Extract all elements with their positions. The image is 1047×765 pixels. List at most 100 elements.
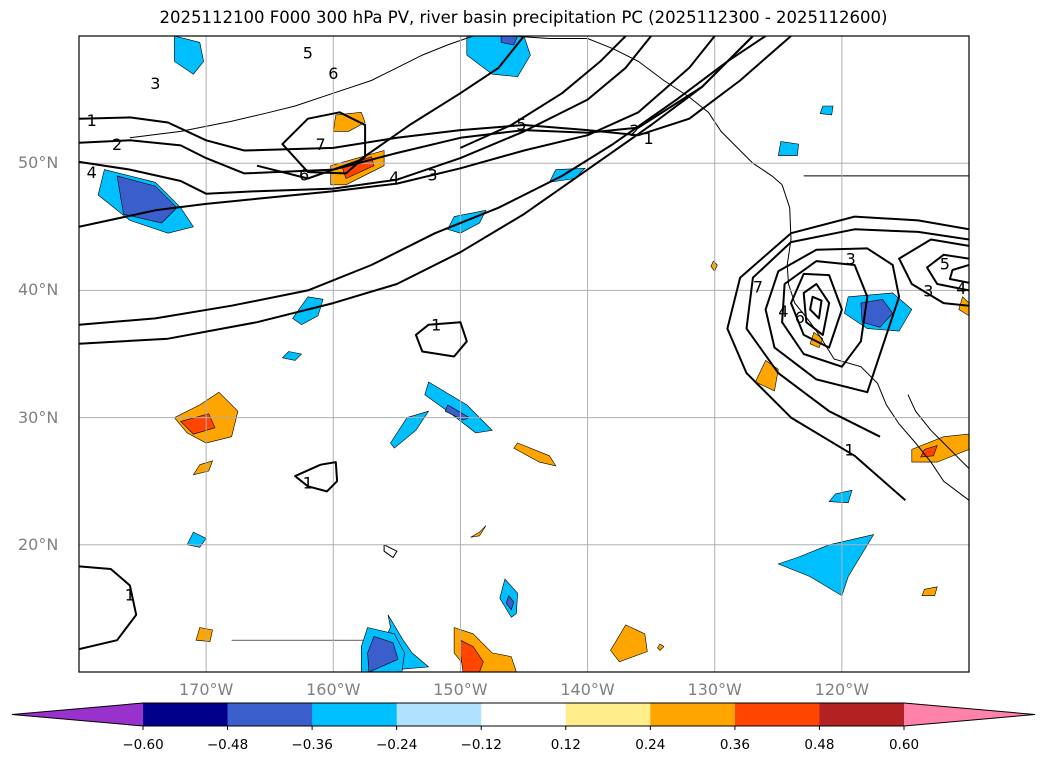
coastline-us-west-coast xyxy=(781,184,969,501)
colorbar-segment xyxy=(734,703,820,726)
precip-region xyxy=(424,381,493,434)
pv-contour-1 xyxy=(79,36,767,326)
colorbar-segment xyxy=(650,703,736,726)
precip-region xyxy=(860,298,894,328)
precip-region xyxy=(513,442,557,467)
colorbar-tick-label: 0.12 xyxy=(550,737,581,753)
lon-tick-label: 170°W xyxy=(178,680,234,699)
contour-label: 7 xyxy=(315,135,325,154)
precip-region xyxy=(819,105,834,116)
colorbar-tick-label: 0.60 xyxy=(888,737,920,753)
contour-label: 6 xyxy=(328,64,338,83)
colorbar-tick-label: −0.60 xyxy=(122,737,164,753)
contour-label: 4 xyxy=(778,302,788,321)
contour-label: 6 xyxy=(299,166,309,185)
map-frame xyxy=(78,35,970,673)
pv-contour-2 xyxy=(79,36,754,175)
lon-tick-label: 120°W xyxy=(814,680,870,699)
contour-label: 3 xyxy=(846,250,856,269)
precip-region xyxy=(195,627,213,642)
colorbar-tick-label: 0.36 xyxy=(719,737,750,753)
precip-region xyxy=(777,534,875,597)
precip-region xyxy=(466,36,531,78)
pv-contour-2 xyxy=(745,228,969,438)
contour-label: 5 xyxy=(303,44,313,63)
contour-label: 1 xyxy=(87,111,97,130)
contour-label: 7 xyxy=(753,278,763,297)
lat-tick-label: 30°N xyxy=(18,407,59,427)
coastline-gulf-of-california xyxy=(907,394,969,469)
contour-label: 4 xyxy=(956,279,966,298)
lon-tick-label: 150°W xyxy=(433,680,488,699)
pv-contour-1 xyxy=(79,565,138,651)
pv-contour-1 xyxy=(79,36,792,152)
pv-contour-4 xyxy=(926,253,969,292)
contour-label: 3 xyxy=(150,74,160,93)
precip-region xyxy=(500,36,518,46)
precip-region xyxy=(470,525,487,538)
colorbar-tick-label: 0.48 xyxy=(804,737,835,753)
precip-region xyxy=(367,636,399,672)
precip-region xyxy=(186,531,207,548)
colorbar-extend-max xyxy=(904,703,1035,726)
pv-contour-3 xyxy=(898,238,969,307)
contour-label: 1 xyxy=(125,585,135,604)
colorbar xyxy=(11,702,1036,730)
precip-region xyxy=(174,36,204,75)
precip-region xyxy=(444,404,470,421)
precip-region xyxy=(281,351,303,361)
lon-tick-label: 130°W xyxy=(687,680,742,699)
contour-label: 4 xyxy=(87,163,97,182)
pv-contour-3 xyxy=(764,247,901,394)
pv-contour-7 xyxy=(809,295,823,320)
contour-label: 1 xyxy=(644,129,654,148)
lat-tick-label: 50°N xyxy=(18,153,59,173)
precip-region xyxy=(390,410,430,449)
contour-label: 5 xyxy=(940,255,950,274)
lon-tick-label: 140°W xyxy=(560,680,615,699)
pv-contour-5 xyxy=(948,264,969,284)
contour-label: 3 xyxy=(427,166,437,185)
precip-region xyxy=(292,296,324,326)
lon-tick-label: 160°W xyxy=(306,680,361,699)
colorbar-segment xyxy=(227,703,313,726)
contour-label: 3 xyxy=(923,281,933,300)
pv-contour-7 xyxy=(281,111,367,175)
pv-contour-1 xyxy=(414,321,468,358)
pv-contour-1 xyxy=(294,461,339,493)
colorbar-tick-label: 0.24 xyxy=(635,737,666,753)
map-title: 2025112100 F000 300 hPa PV, river basin … xyxy=(159,8,888,27)
colorbar-tick-label: −0.12 xyxy=(460,737,502,753)
contour-label: 1 xyxy=(303,473,313,492)
colorbar-segment xyxy=(481,703,567,726)
pv-contour-6 xyxy=(802,283,831,336)
precip-region xyxy=(921,586,938,596)
colorbar-segment xyxy=(396,703,482,726)
contour-label: 2 xyxy=(112,135,122,154)
contour-label: 1 xyxy=(431,316,441,335)
colorbar-tick-label: −0.36 xyxy=(291,737,333,753)
precip-region xyxy=(828,489,853,504)
pv-contour-3 xyxy=(79,36,716,228)
precip-region xyxy=(610,624,648,663)
contour-label: 6 xyxy=(795,308,805,327)
precip-region xyxy=(657,643,665,651)
precip-region xyxy=(116,175,178,224)
contour-label: 1 xyxy=(844,440,854,459)
pv-contour-5 xyxy=(790,272,843,349)
pv-contour-1 xyxy=(726,215,969,502)
pv-contour-4 xyxy=(79,36,652,195)
precipitation-layer xyxy=(97,36,969,672)
precip-region xyxy=(192,460,213,476)
colorbar-segment xyxy=(819,703,905,726)
contour-label: 2 xyxy=(630,121,640,140)
pv-contour-4 xyxy=(781,260,869,368)
contour-label: 4 xyxy=(389,168,399,187)
lat-tick-label: 40°N xyxy=(18,280,59,300)
pv-contour-5 xyxy=(459,36,627,149)
coastline-aleutians xyxy=(129,105,296,139)
precip-region xyxy=(777,141,799,156)
pv-contour-6 xyxy=(256,36,525,180)
